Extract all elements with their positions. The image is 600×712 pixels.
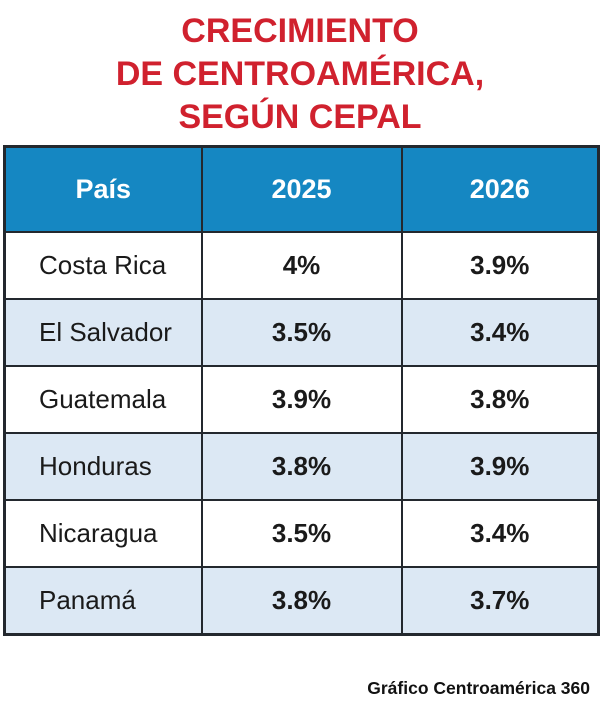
value-2025: 3.8% — [200, 566, 403, 635]
header-2025: 2025 — [200, 145, 403, 233]
table-row-honduras: Honduras 3.8% 3.9% — [3, 432, 600, 501]
value-2025: 3.9% — [200, 365, 403, 434]
country-name: El Salvador — [3, 298, 203, 367]
value-2025: 3.8% — [200, 432, 403, 501]
value-2026: 3.7% — [400, 566, 600, 635]
title-line-3: SEGÚN CEPAL — [178, 98, 422, 136]
table-header: País 2025 2026 — [3, 145, 600, 233]
header-2026: 2026 — [400, 145, 600, 233]
value-2025: 4% — [200, 231, 403, 300]
value-2026: 3.4% — [400, 298, 600, 367]
value-2026: 3.9% — [400, 432, 600, 501]
country-name: Nicaragua — [3, 499, 203, 568]
header-country: País — [3, 145, 203, 233]
table-row-panama: Panamá 3.8% 3.7% — [3, 566, 600, 635]
table-row-nicaragua: Nicaragua 3.5% 3.4% — [3, 499, 600, 568]
value-2025: 3.5% — [200, 298, 403, 367]
value-2026: 3.8% — [400, 365, 600, 434]
title-line-2: DE CENTROAMÉRICA, — [115, 55, 485, 93]
value-2026: 3.9% — [400, 231, 600, 300]
table-body: Costa Rica 4% 3.9% El Salvador 3.5% 3.4%… — [3, 231, 600, 635]
country-name: Honduras — [3, 432, 203, 501]
value-2026: 3.4% — [400, 499, 600, 568]
table-row-guatemala: Guatemala 3.9% 3.8% — [3, 365, 600, 434]
credit-line: Gráfico Centroamérica 360 — [367, 678, 590, 698]
table-row-costa-rica: Costa Rica 4% 3.9% — [3, 231, 600, 300]
page-title: CRECIMIENTO DE CENTROAMÉRICA, SEGÚN CEPA… — [0, 10, 600, 139]
country-name: Panamá — [3, 566, 203, 635]
header-row: País 2025 2026 — [3, 145, 600, 233]
title-line-1: CRECIMIENTO — [181, 12, 419, 50]
table-row-el-salvador: El Salvador 3.5% 3.4% — [3, 298, 600, 367]
value-2025: 3.5% — [200, 499, 403, 568]
country-name: Costa Rica — [3, 231, 203, 300]
growth-table: País 2025 2026 Costa Rica 4% 3.9% El Sal… — [3, 145, 600, 636]
country-name: Guatemala — [3, 365, 203, 434]
